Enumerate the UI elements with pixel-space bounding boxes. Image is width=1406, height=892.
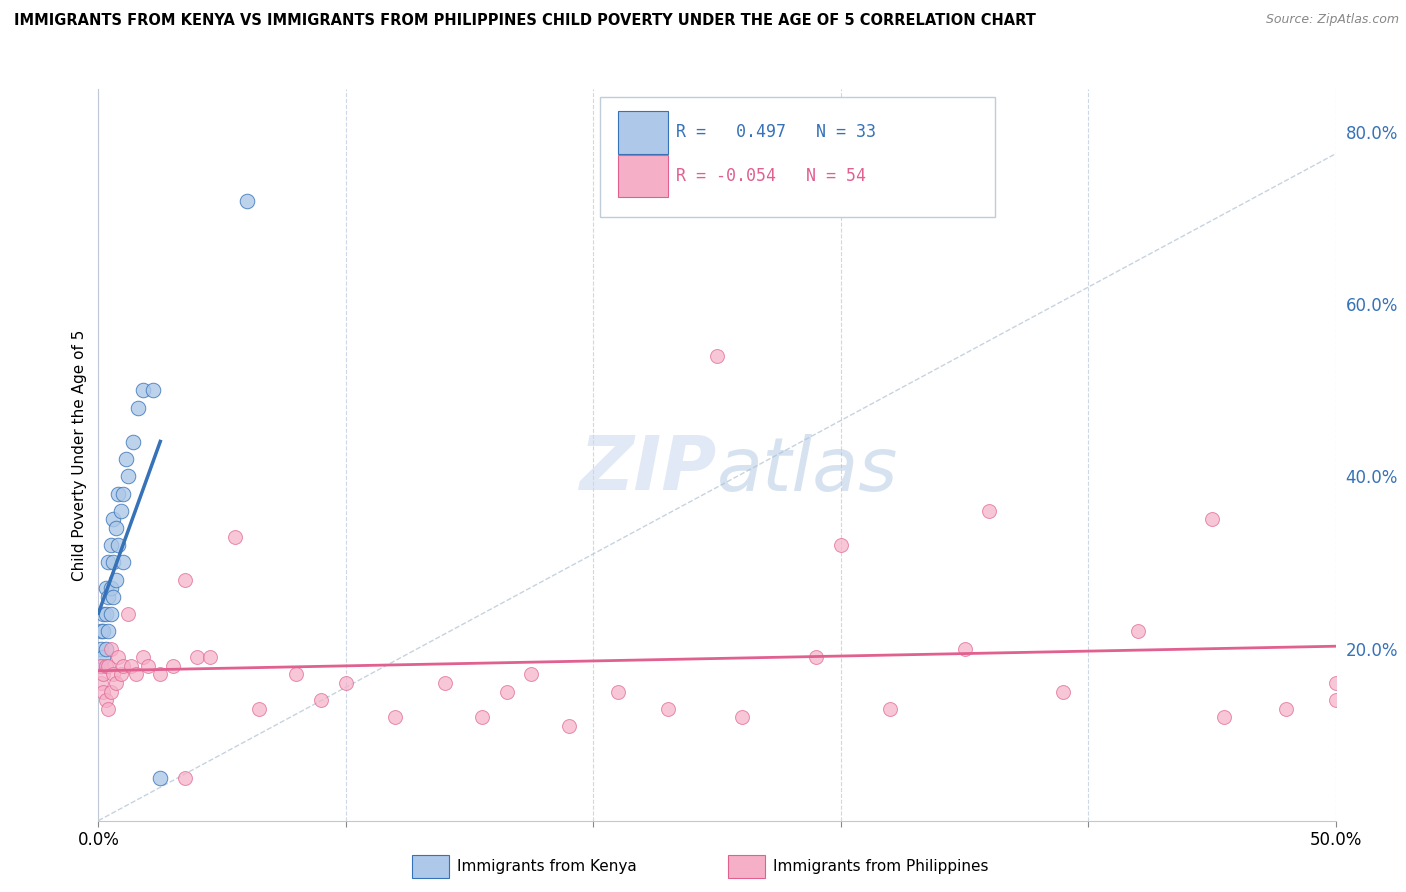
Point — [804, 650, 827, 665]
Point — [285, 667, 308, 681]
FancyBboxPatch shape — [619, 112, 668, 153]
Point — [247, 702, 270, 716]
Text: Source: ZipAtlas.com: Source: ZipAtlas.com — [1265, 13, 1399, 27]
Point — [520, 667, 543, 681]
Point — [107, 486, 129, 500]
Point — [97, 702, 120, 716]
Point — [122, 435, 145, 450]
Point — [174, 771, 197, 785]
Text: ZIP: ZIP — [579, 433, 717, 506]
Point — [136, 658, 159, 673]
Point — [607, 684, 630, 698]
Point — [879, 702, 901, 716]
Point — [174, 573, 197, 587]
Text: R =   0.497   N = 33: R = 0.497 N = 33 — [676, 122, 876, 141]
Point — [657, 702, 679, 716]
Point — [94, 658, 117, 673]
FancyBboxPatch shape — [599, 96, 995, 218]
Point — [100, 582, 122, 596]
Point — [93, 607, 115, 621]
Point — [557, 719, 579, 733]
Point — [104, 676, 127, 690]
Point — [1324, 693, 1347, 707]
Point — [335, 676, 357, 690]
Point — [90, 658, 112, 673]
Point — [97, 556, 120, 570]
Point — [93, 624, 115, 639]
Point — [90, 658, 112, 673]
Point — [186, 650, 208, 665]
Point — [94, 641, 117, 656]
Point — [103, 512, 125, 526]
Point — [149, 667, 172, 681]
Point — [433, 676, 456, 690]
Point — [1324, 676, 1347, 690]
Text: atlas: atlas — [717, 434, 898, 506]
Point — [93, 650, 115, 665]
Point — [706, 349, 728, 363]
Point — [1126, 624, 1149, 639]
Point — [471, 710, 494, 724]
Point — [103, 667, 125, 681]
Point — [90, 676, 112, 690]
Point — [90, 641, 112, 656]
Point — [1350, 676, 1372, 690]
Point — [100, 607, 122, 621]
Point — [1275, 702, 1298, 716]
Point — [1213, 710, 1236, 724]
Point — [112, 556, 135, 570]
Point — [94, 693, 117, 707]
Point — [953, 641, 976, 656]
Point — [309, 693, 332, 707]
Point — [979, 504, 1001, 518]
Text: IMMIGRANTS FROM KENYA VS IMMIGRANTS FROM PHILIPPINES CHILD POVERTY UNDER THE AGE: IMMIGRANTS FROM KENYA VS IMMIGRANTS FROM… — [14, 13, 1036, 29]
Point — [107, 650, 129, 665]
Point — [97, 624, 120, 639]
Point — [114, 452, 136, 467]
FancyBboxPatch shape — [619, 155, 668, 197]
Point — [100, 684, 122, 698]
Point — [97, 658, 120, 673]
Point — [236, 194, 259, 208]
Text: R = -0.054   N = 54: R = -0.054 N = 54 — [676, 167, 866, 185]
Point — [132, 384, 155, 398]
Text: Immigrants from Philippines: Immigrants from Philippines — [773, 859, 988, 873]
Point — [97, 590, 120, 604]
Point — [120, 658, 142, 673]
Point — [110, 667, 132, 681]
Point — [104, 573, 127, 587]
Point — [224, 530, 246, 544]
Point — [162, 658, 184, 673]
Y-axis label: Child Poverty Under the Age of 5: Child Poverty Under the Age of 5 — [72, 329, 87, 581]
Point — [132, 650, 155, 665]
Point — [100, 641, 122, 656]
Point — [117, 469, 139, 483]
Point — [1201, 512, 1223, 526]
Point — [100, 538, 122, 552]
Point — [110, 504, 132, 518]
Point — [198, 650, 221, 665]
Point — [495, 684, 517, 698]
Point — [117, 607, 139, 621]
Point — [107, 538, 129, 552]
Point — [142, 384, 165, 398]
Point — [124, 667, 146, 681]
Point — [90, 624, 112, 639]
Point — [103, 590, 125, 604]
Point — [149, 771, 172, 785]
Point — [112, 658, 135, 673]
Point — [731, 710, 754, 724]
Point — [127, 401, 149, 415]
Point — [103, 556, 125, 570]
Point — [93, 684, 115, 698]
Point — [384, 710, 406, 724]
Point — [112, 486, 135, 500]
Point — [104, 521, 127, 535]
Point — [830, 538, 852, 552]
Point — [93, 667, 115, 681]
Text: Immigrants from Kenya: Immigrants from Kenya — [457, 859, 637, 873]
Point — [1052, 684, 1074, 698]
Point — [94, 582, 117, 596]
Point — [94, 607, 117, 621]
